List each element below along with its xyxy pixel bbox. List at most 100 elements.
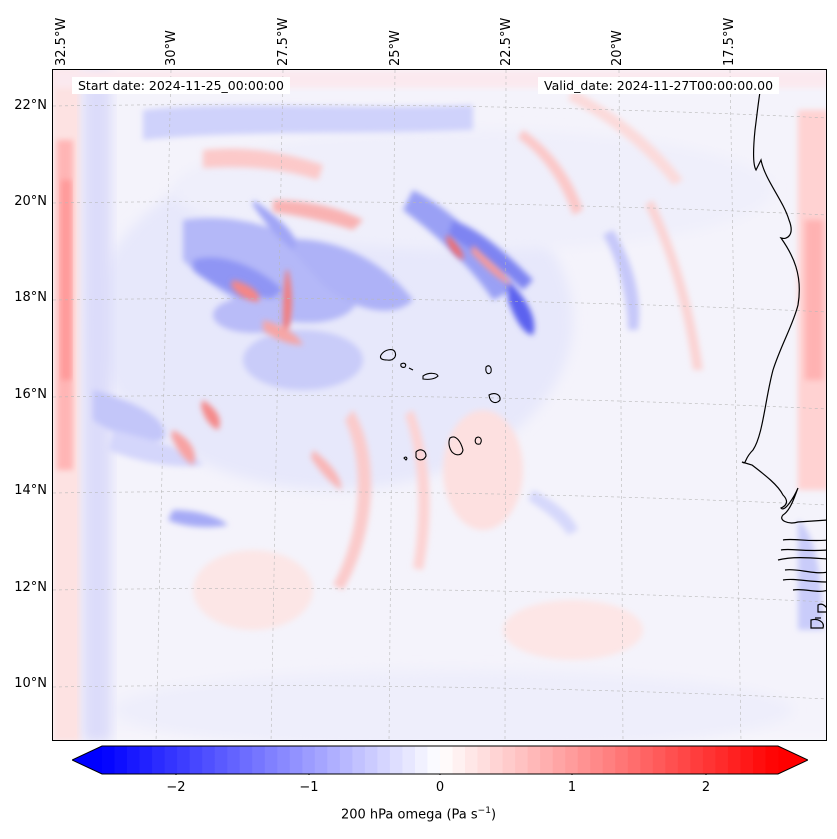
colorbar-extend-high xyxy=(778,746,808,774)
colorbar-step xyxy=(465,746,478,774)
colorbar-step xyxy=(602,746,616,774)
colorbar-step xyxy=(189,746,203,774)
colorbar-units-exponent: −1 xyxy=(477,806,491,816)
colorbar-step xyxy=(715,746,729,774)
lat-label-10n: 10°N xyxy=(14,676,47,691)
colorbar-step xyxy=(339,746,353,774)
colorbar-step xyxy=(227,746,241,774)
colorbar-step xyxy=(302,746,316,774)
colorbar-step xyxy=(490,746,503,774)
colorbar-step xyxy=(690,746,704,774)
colorbar-ticks xyxy=(175,774,707,775)
island-sal xyxy=(485,365,492,375)
colorbar-step xyxy=(202,746,215,774)
colorbar-step xyxy=(727,746,741,774)
colorbar-step xyxy=(164,746,178,774)
colorbar-step xyxy=(389,746,403,774)
lat-label-16n: 16°N xyxy=(14,387,47,402)
colorbar-step xyxy=(627,746,641,774)
colorbar-step xyxy=(102,746,115,774)
colorbar-extend-low xyxy=(72,746,102,774)
colorbar-label: 200 hPa omega (Pa s−1) xyxy=(0,806,837,822)
colorbar-step xyxy=(702,746,716,774)
colorbar-step xyxy=(114,746,128,774)
colorbar-step xyxy=(527,746,541,774)
blue-features xyxy=(93,105,823,630)
omega-field-map xyxy=(53,70,826,740)
lat-label-22n: 22°N xyxy=(14,98,47,113)
start-date-label: Start date: 2024-11-25_00:00:00 xyxy=(72,77,290,94)
lon-label-27-5w: 27.5°W xyxy=(276,17,291,66)
lat-label-12n: 12°N xyxy=(14,580,47,595)
colorbar-step xyxy=(752,746,766,774)
colorbar-step xyxy=(552,746,566,774)
colorbar-step xyxy=(515,746,528,774)
colorbar-units-close: ) xyxy=(490,807,497,823)
colorbar-step xyxy=(352,746,366,774)
colorbar-step xyxy=(590,746,604,774)
colorbar-step xyxy=(577,746,591,774)
cape-verde-islands xyxy=(379,349,501,461)
lon-label-25w: 25°W xyxy=(388,30,403,66)
colorbar-step xyxy=(327,746,341,774)
colorbar-step xyxy=(477,746,491,774)
valid-date-label: Valid_date: 2024-11-27T00:00:00.00 xyxy=(538,77,780,94)
colorbar-step xyxy=(665,746,679,774)
lon-label-22-5w: 22.5°W xyxy=(499,17,514,66)
colorbar-step xyxy=(177,746,190,774)
colorbar-step xyxy=(214,746,228,774)
lon-label-30w: 30°W xyxy=(164,30,179,66)
colorbar-tick-label: 2 xyxy=(701,780,711,795)
colorbar-tick-label: −1 xyxy=(299,780,319,795)
colorbar-step xyxy=(364,746,378,774)
colorbar xyxy=(72,745,808,775)
coastlines xyxy=(741,79,826,629)
colorbar-step xyxy=(402,746,416,774)
colorbar-step xyxy=(277,746,291,774)
colorbar-step xyxy=(565,746,579,774)
colorbar-step xyxy=(152,746,165,774)
colorbar-steps xyxy=(102,746,779,774)
africa-coastline xyxy=(741,79,826,524)
island-santa-luzia xyxy=(408,367,414,371)
colorbar-step xyxy=(677,746,691,774)
lat-label-18n: 18°N xyxy=(14,290,47,305)
colorbar-step xyxy=(252,746,266,774)
colorbar-step xyxy=(540,746,553,774)
colorbar-step xyxy=(765,746,779,774)
island-sao-nicolau xyxy=(422,372,439,380)
colorbar-step xyxy=(440,746,453,774)
colorbar-units-main: 200 hPa omega (Pa s xyxy=(340,807,478,823)
colorbar-step xyxy=(414,746,428,774)
red-features xyxy=(171,90,703,660)
island-brava xyxy=(403,456,408,461)
colorbar-step xyxy=(740,746,754,774)
colorbar-tick-label: −2 xyxy=(166,780,186,795)
colorbar-step xyxy=(452,746,466,774)
colorbar-tick-label: 0 xyxy=(435,780,445,795)
colorbar-step xyxy=(652,746,666,774)
colorbar-step xyxy=(377,746,391,774)
colorbar-step xyxy=(239,746,253,774)
colorbar-tick-label: 1 xyxy=(567,780,577,795)
colorbar-step xyxy=(289,746,303,774)
graticule xyxy=(53,70,826,740)
island-maio xyxy=(474,436,482,445)
island-santiago xyxy=(448,436,464,456)
lon-label-20w: 20°W xyxy=(610,30,625,66)
colorbar-step xyxy=(264,746,278,774)
colorbar-step xyxy=(502,746,516,774)
island-fogo xyxy=(415,449,427,461)
island-santo-antao xyxy=(379,349,397,361)
colorbar-step xyxy=(427,746,441,774)
island-sao-vicente xyxy=(400,362,407,368)
island-boa-vista xyxy=(488,393,501,404)
colorbar-step xyxy=(314,746,328,774)
lon-label-17-5w: 17.5°W xyxy=(722,17,737,66)
colorbar-step xyxy=(615,746,629,774)
colorbar-step xyxy=(640,746,654,774)
colorbar-step xyxy=(127,746,140,774)
lat-label-14n: 14°N xyxy=(14,483,47,498)
map-panel[interactable] xyxy=(52,69,827,741)
field-background xyxy=(53,70,826,740)
